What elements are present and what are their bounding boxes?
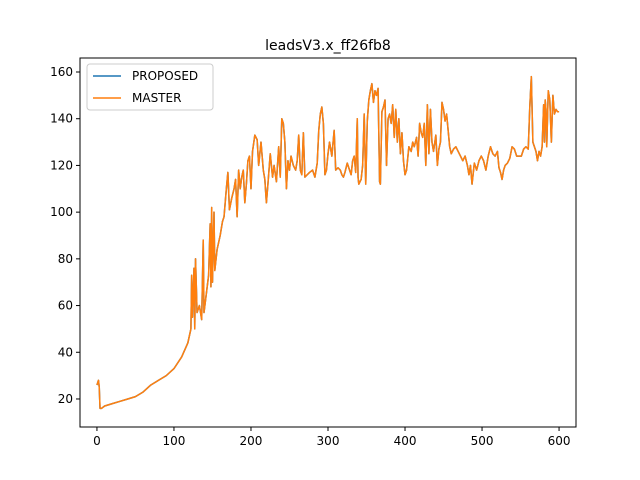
x-tick-label: 200 xyxy=(240,434,263,448)
series-line-master xyxy=(96,75,560,410)
y-tick-label: 20 xyxy=(58,392,73,406)
y-tick-label: 140 xyxy=(50,112,73,126)
y-tick-label: 100 xyxy=(50,205,73,219)
legend-label-master: MASTER xyxy=(132,91,181,105)
y-tick-label: 120 xyxy=(50,158,73,172)
y-tick-label: 160 xyxy=(50,65,73,79)
y-tick-label: 40 xyxy=(58,345,73,359)
y-tick-label: 60 xyxy=(58,299,73,313)
x-tick-label: 0 xyxy=(93,434,101,448)
x-tick-label: 400 xyxy=(394,434,417,448)
legend: PROPOSED MASTER xyxy=(86,63,214,111)
y-tick-label: 80 xyxy=(58,252,73,266)
x-tick-label: 600 xyxy=(548,434,571,448)
x-tick-label: 300 xyxy=(317,434,340,448)
axis-layer: 0 100 200 300 400 500 600 20 40 60 80 100 120 140 160 xyxy=(50,65,570,448)
x-tick-label: 100 xyxy=(163,434,186,448)
legend-label-proposed: PROPOSED xyxy=(132,69,198,83)
series-layer xyxy=(96,75,560,410)
chart-title: leadsV3.x_ff26fb8 xyxy=(265,38,391,54)
x-tick-label: 500 xyxy=(471,434,494,448)
